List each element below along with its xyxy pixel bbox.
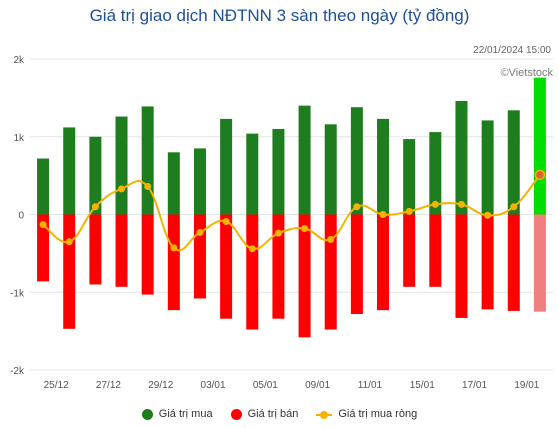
x-axis-ticks: 25/12 27/12 29/12 03/01 05/01 09/01 11/01 15/01… — [44, 380, 540, 391]
sell-bar[interactable] — [167, 214, 180, 311]
y-tick-label: 2k — [13, 55, 25, 66]
sell-bar[interactable] — [193, 214, 206, 299]
sell-bar[interactable] — [507, 214, 520, 311]
chart-timestamp: 22/01/2024 15:00 — [473, 45, 551, 56]
net-point[interactable] — [118, 185, 126, 193]
sell-bar[interactable] — [377, 214, 390, 311]
sell-bar[interactable] — [272, 214, 285, 319]
net-point[interactable] — [65, 238, 73, 246]
x-tick-label: 27/12 — [96, 380, 121, 391]
net-point[interactable] — [144, 183, 152, 191]
y-tick-label: -1k — [10, 288, 25, 299]
net-point[interactable] — [222, 217, 230, 225]
x-tick-label: 03/01 — [201, 380, 226, 391]
net-point[interactable] — [327, 235, 335, 243]
buy-bar[interactable] — [324, 124, 337, 215]
y-tick-label: -2k — [10, 366, 25, 377]
legend-sell-label: Giá trị bán — [247, 408, 299, 420]
sell-bar[interactable] — [533, 214, 546, 312]
legend-item-net[interactable]: Giá trị mua ròng — [316, 408, 417, 420]
buy-bar[interactable] — [89, 136, 102, 215]
buy-bar[interactable] — [141, 106, 154, 215]
sell-bar[interactable] — [298, 214, 311, 338]
legend-sell-marker — [230, 408, 242, 420]
x-tick-label: 15/01 — [410, 380, 435, 391]
buy-bar[interactable] — [455, 100, 468, 215]
net-point[interactable] — [39, 221, 47, 229]
buy-bars — [37, 77, 546, 215]
sell-bar[interactable] — [115, 214, 128, 287]
chart-legend: Giá trị mua Giá trị bán Giá trị mua ròng — [0, 408, 559, 420]
sell-bar[interactable] — [89, 214, 102, 285]
legend-buy-marker — [141, 408, 153, 420]
net-point[interactable] — [301, 224, 309, 232]
net-point[interactable] — [534, 169, 546, 181]
net-point[interactable] — [353, 203, 361, 211]
net-point[interactable] — [379, 211, 387, 218]
net-point[interactable] — [431, 200, 439, 208]
sell-bar[interactable] — [455, 214, 468, 318]
buy-bar[interactable] — [298, 105, 311, 215]
buy-bar[interactable] — [115, 116, 128, 215]
x-tick-label: 09/01 — [305, 380, 330, 391]
legend-net-marker — [316, 409, 333, 420]
y-tick-label: 0 — [18, 211, 24, 222]
legend-buy-label: Giá trị mua — [158, 408, 213, 420]
x-tick-label: 17/01 — [462, 380, 487, 391]
sell-bar[interactable] — [246, 214, 259, 330]
buy-bar[interactable] — [403, 139, 416, 215]
sell-bar[interactable] — [350, 214, 363, 315]
legend-net-label: Giá trị mua ròng — [338, 408, 418, 420]
buy-bar[interactable] — [220, 118, 233, 215]
sell-bar[interactable] — [429, 214, 442, 287]
x-tick-label: 29/12 — [148, 380, 173, 391]
sell-bar[interactable] — [37, 214, 50, 282]
buy-bar[interactable] — [63, 127, 76, 215]
buy-bar[interactable] — [193, 148, 206, 215]
net-point[interactable] — [91, 203, 99, 211]
net-point[interactable] — [248, 245, 256, 253]
buy-bar[interactable] — [377, 118, 390, 215]
legend-item-sell[interactable]: Giá trị bán — [230, 408, 299, 420]
sell-bars — [37, 214, 546, 338]
net-point[interactable] — [457, 200, 465, 208]
sell-bar[interactable] — [324, 214, 337, 330]
net-point[interactable] — [405, 207, 413, 215]
sell-bar[interactable] — [403, 214, 416, 287]
sell-bar[interactable] — [481, 214, 494, 310]
buy-bar[interactable] — [350, 107, 363, 215]
buy-bar[interactable] — [272, 128, 285, 215]
buy-bar[interactable] — [167, 152, 180, 215]
y-tick-label: 1k — [13, 133, 25, 144]
buy-bar[interactable] — [37, 158, 50, 215]
x-tick-label: 25/12 — [44, 380, 69, 391]
x-tick-label: 05/01 — [253, 380, 278, 391]
y-axis-ticks: 2k 1k 0 -1k -2k — [10, 55, 25, 377]
sell-bar[interactable] — [63, 214, 76, 329]
vietstock-watermark: ©Vietstock — [500, 67, 553, 79]
net-line — [39, 169, 546, 253]
buy-bar[interactable] — [429, 132, 442, 215]
net-point[interactable] — [274, 229, 282, 237]
net-point[interactable] — [510, 203, 518, 211]
x-tick-label: 11/01 — [358, 380, 383, 391]
net-point[interactable] — [170, 244, 178, 252]
buy-bar[interactable] — [533, 77, 546, 215]
buy-bar[interactable] — [507, 110, 520, 215]
buy-bar[interactable] — [246, 133, 259, 215]
buy-bar[interactable] — [481, 120, 494, 215]
sell-bar[interactable] — [220, 214, 233, 319]
sell-bar[interactable] — [141, 214, 154, 295]
net-point[interactable] — [484, 211, 492, 219]
legend-item-buy[interactable]: Giá trị mua — [141, 408, 213, 420]
x-tick-label: 19/01 — [514, 380, 539, 391]
net-point[interactable] — [196, 228, 204, 236]
chart-title: Giá trị giao dịch NĐTNN 3 sàn theo ngày … — [89, 6, 470, 25]
grid-lines — [30, 58, 553, 371]
